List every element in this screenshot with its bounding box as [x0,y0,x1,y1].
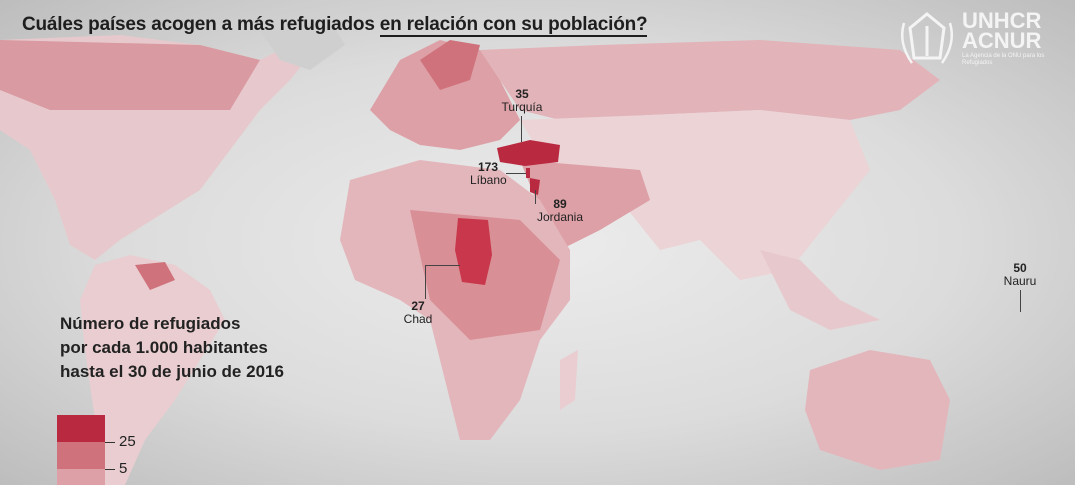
label-value: 27 [411,299,425,313]
greenland [260,20,345,70]
leader-line [425,265,426,299]
jordan [530,178,540,195]
label-country: Nauru [1003,274,1037,288]
madagascar [560,350,578,410]
label-value: 50 [1013,261,1027,275]
label-country: Turquía [501,100,543,114]
leader-line [535,190,536,204]
legend-swatch-mid [57,442,105,469]
legend-title-line: por cada 1.000 habitantes [60,338,268,357]
leader-line [425,265,460,266]
title-part1: Cuáles países acogen a más refugiados [22,14,380,35]
leader-line [521,116,522,142]
label-turkey: 35 Turquía [500,88,544,114]
title-underlined: en relación con su población? [379,14,648,37]
legend-threshold-25: 25 [119,433,136,450]
legend-threshold-5: 5 [119,460,128,477]
label-lebanon: 173 Líbano [470,160,507,187]
venezuela [135,262,175,290]
label-value: 35 [515,87,529,101]
scandinavia [420,40,480,90]
unhcr-emblem-icon [901,12,953,64]
legend-swatch-high [57,415,105,442]
label-jordan: 89 Jordania [530,198,590,224]
europe [370,40,520,150]
legend-title-line: hasta el 30 de junio de 2016 [60,362,284,381]
logo-unhcr: UNHCR [962,8,1042,33]
legend-title-line: Número de refugiados [60,314,241,333]
legend-tick [105,442,115,443]
logo-tagline: La Agencia de la ONU para los Refugiados [962,53,1045,66]
russia [480,40,940,120]
asia [520,110,870,280]
legend-title: Número de refugiados por cada 1.000 habi… [60,312,284,384]
label-country: Líbano [470,173,507,187]
label-country: Jordania [536,210,584,224]
australia [805,350,950,470]
canada-region [0,40,260,110]
label-country: Chad [403,312,433,326]
lebanon [526,168,530,178]
page-title: Cuáles países acogen a más refugiados en… [22,14,648,37]
turkey [497,140,560,166]
logo-acnur: ACNUR [962,28,1042,53]
label-value: 89 [553,197,567,211]
unhcr-logo: UNHCR ACNUR La Agencia de la ONU para lo… [896,8,1066,68]
legend-swatch-low [57,469,105,485]
leader-line [506,173,526,174]
label-value: 173 [477,160,499,174]
chad [455,218,492,285]
southeast-asia [760,250,880,330]
label-nauru: 50 Nauru [1000,262,1040,288]
legend-tick [105,469,115,470]
south-america [80,255,225,485]
leader-line [1020,290,1021,312]
label-chad: 27 Chad [398,300,438,326]
